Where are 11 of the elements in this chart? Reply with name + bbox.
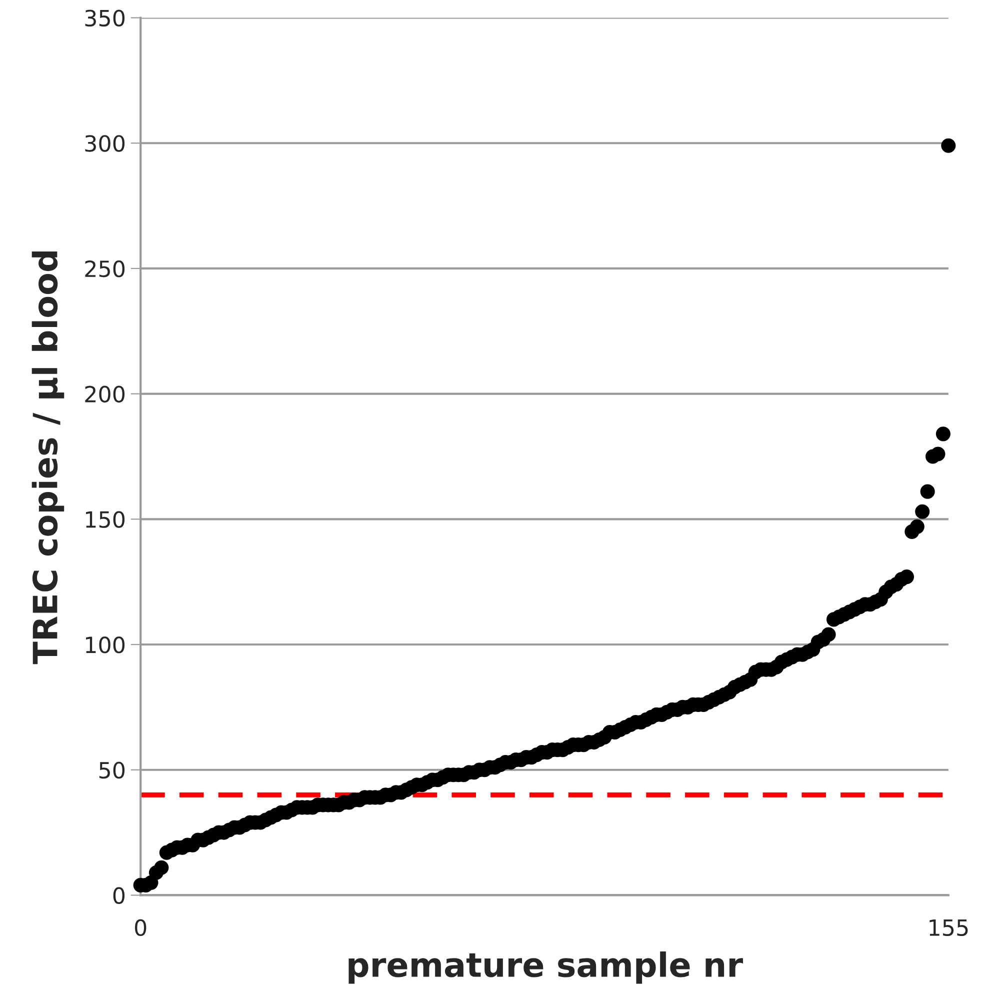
y-tick-label: 250	[85, 260, 125, 278]
y-tick-label: 50	[99, 762, 125, 779]
y-tick-label: 300	[85, 135, 125, 152]
x-tick-label: 155	[930, 920, 968, 936]
y-tick-label: 350	[85, 10, 125, 27]
y-tick-label: 200	[85, 386, 125, 403]
x-axis-title: premature sample nr	[348, 951, 743, 984]
y-tick-label: 150	[86, 511, 125, 528]
y-tick-label: 100	[86, 636, 125, 654]
y-axis-title: TREC copies / µl blood	[32, 252, 64, 664]
y-tick-label: 0	[113, 887, 125, 904]
